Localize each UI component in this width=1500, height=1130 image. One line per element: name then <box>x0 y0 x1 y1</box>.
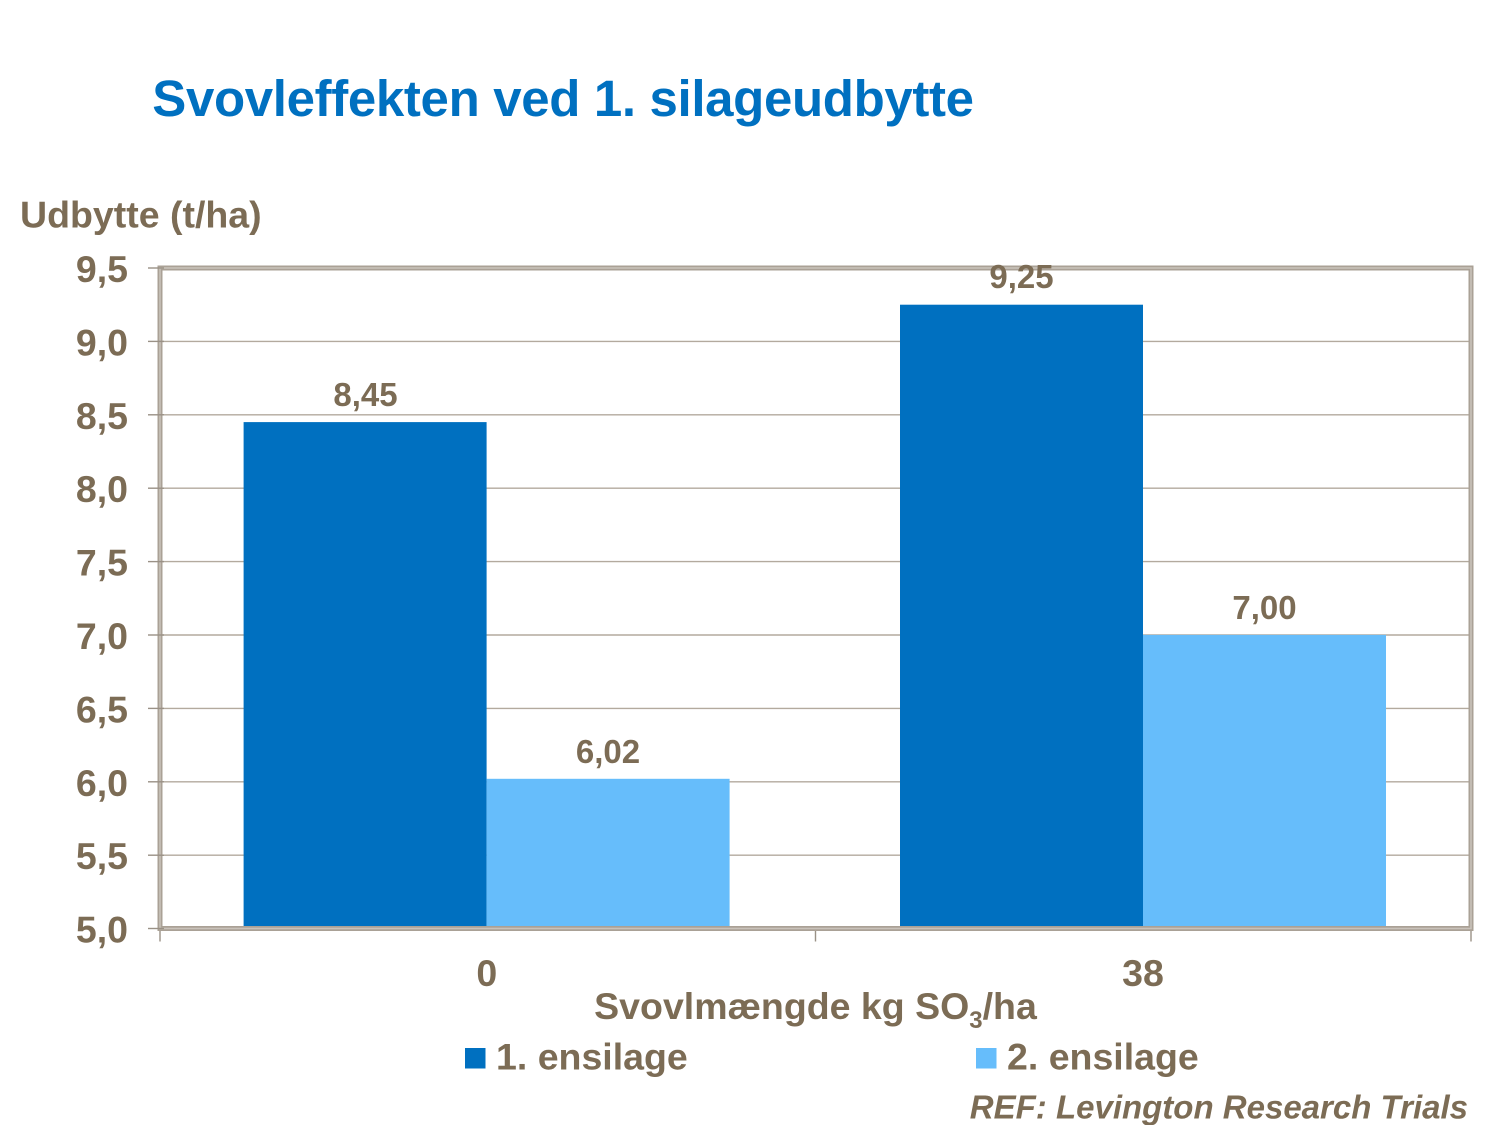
svg-text:6,5: 6,5 <box>76 688 128 730</box>
svg-text:5,5: 5,5 <box>76 835 128 877</box>
svg-text:9,5: 9,5 <box>76 248 128 290</box>
svg-text:8,45: 8,45 <box>333 376 397 413</box>
svg-text:Udbytte (t/ha): Udbytte (t/ha) <box>20 193 262 235</box>
svg-text:Svovlmængde kg SO3/ha: Svovlmængde kg SO3/ha <box>594 985 1038 1034</box>
svg-text:9,25: 9,25 <box>989 258 1053 295</box>
svg-text:2. ensilage: 2. ensilage <box>1007 1036 1199 1078</box>
svg-text:7,00: 7,00 <box>1232 589 1296 626</box>
svg-text:6,02: 6,02 <box>576 733 640 770</box>
svg-text:Svovleffekten ved 1. silageudb: Svovleffekten ved 1. silageudbytte <box>152 70 973 127</box>
svg-text:6,0: 6,0 <box>76 762 128 804</box>
svg-text:0: 0 <box>476 952 497 994</box>
svg-text:8,0: 8,0 <box>76 468 128 510</box>
svg-text:8,5: 8,5 <box>76 395 128 437</box>
svg-text:1. ensilage: 1. ensilage <box>496 1036 688 1078</box>
svg-text:7,0: 7,0 <box>76 615 128 657</box>
svg-text:REF: Levington Research Trials: REF: Levington Research Trials <box>970 1089 1468 1126</box>
svg-text:7,5: 7,5 <box>76 542 128 584</box>
svg-text:9,0: 9,0 <box>76 321 128 363</box>
svg-text:5,0: 5,0 <box>76 909 128 951</box>
svg-text:38: 38 <box>1122 952 1164 994</box>
